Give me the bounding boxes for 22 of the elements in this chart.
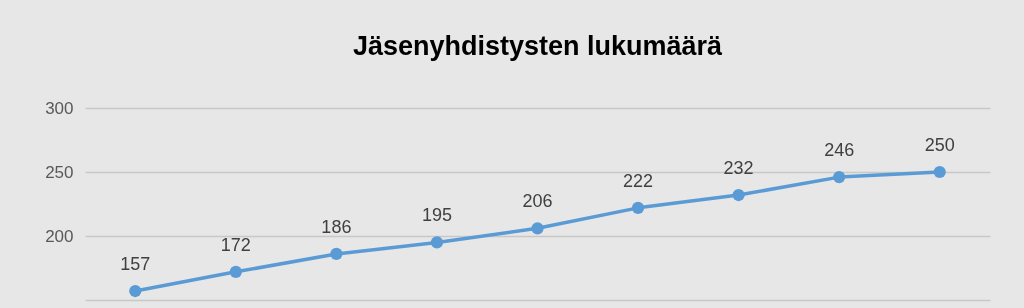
- y-tick-label: 300: [45, 98, 74, 118]
- data-label: 186: [321, 216, 352, 237]
- data-label: 246: [824, 140, 855, 161]
- data-label: 222: [623, 170, 654, 191]
- point: [631, 201, 645, 214]
- data-label: 250: [924, 135, 955, 155]
- point: [330, 247, 343, 261]
- point: [732, 188, 745, 202]
- data-label: 172: [220, 234, 251, 255]
- point: [933, 165, 946, 179]
- data-label: 195: [421, 205, 452, 226]
- y-tick-label: 250: [45, 162, 74, 182]
- data-label: 157: [120, 254, 151, 275]
- point: [531, 222, 544, 235]
- data-label: 206: [522, 191, 553, 212]
- point: [129, 284, 142, 298]
- y-tick-label: 200: [45, 226, 74, 246]
- point: [229, 265, 242, 278]
- point: [833, 171, 846, 184]
- point: [430, 236, 444, 249]
- data-label: 232: [723, 158, 754, 179]
- chart-title: Jäsenyhdistysten lukumäärä: [352, 31, 724, 61]
